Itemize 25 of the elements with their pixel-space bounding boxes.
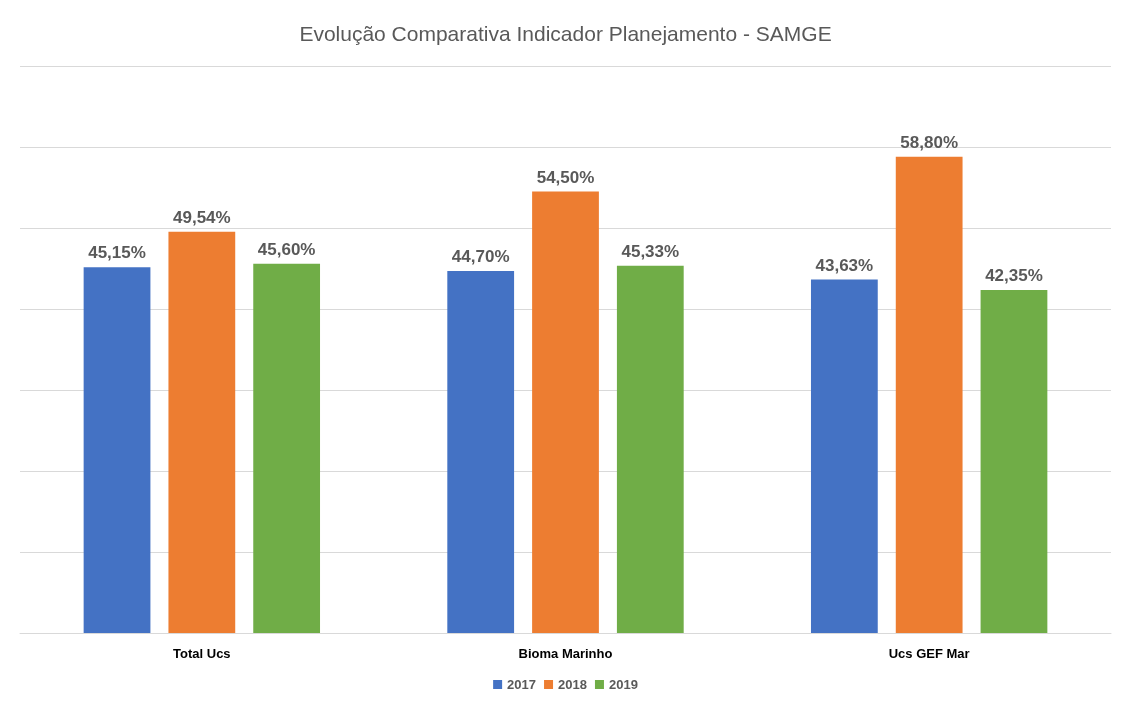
legend-label: 2019: [608, 677, 638, 692]
legend-label: 2018: [558, 677, 587, 692]
x-tick-label: Bioma Marinho: [518, 646, 613, 661]
bar: [810, 279, 878, 633]
data-label: 44,70%: [451, 246, 510, 266]
bar: [616, 265, 684, 633]
data-label: 45,33%: [621, 241, 680, 261]
data-label: 45,60%: [257, 239, 316, 259]
bar: [980, 289, 1048, 633]
bar: [168, 231, 236, 633]
data-label: 54,50%: [536, 167, 595, 187]
data-label: 42,35%: [985, 265, 1043, 285]
bar: [253, 263, 321, 633]
data-label: 43,63%: [815, 255, 874, 275]
legend-label: 2017: [507, 677, 537, 692]
x-tick-label: Ucs GEF Mar: [888, 646, 970, 661]
data-label: 49,54%: [173, 207, 231, 227]
bar: [895, 156, 963, 633]
bar: [83, 267, 151, 633]
data-label: 45,15%: [88, 243, 146, 263]
bar: [447, 270, 515, 633]
bar: [532, 191, 599, 633]
chart-title: Evolução Comparativa Indicador Planejamento - SAMGE: [299, 22, 832, 45]
data-label: 58,80%: [900, 132, 958, 152]
x-tick-label: Total Ucs: [173, 646, 231, 661]
